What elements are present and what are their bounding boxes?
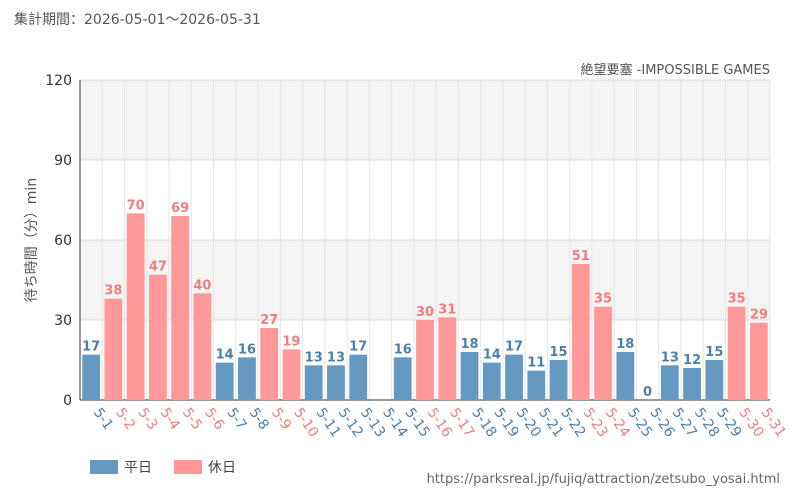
x-tick-label: 5-2 (112, 405, 138, 433)
y-tick-label: 60 (54, 233, 72, 249)
bar-value-label: 30 (416, 305, 434, 320)
x-tick-label: 5-31 (758, 405, 789, 440)
bar-value-label: 15 (550, 345, 568, 360)
source-url[interactable]: https://parksreal.jp/fujiq/attraction/ze… (426, 472, 780, 487)
grid-band (80, 80, 770, 160)
x-tick-label: 5-4 (157, 405, 183, 433)
bar-value-label: 16 (238, 342, 256, 357)
bar-5-16 (416, 320, 434, 400)
y-tick-label: 0 (63, 393, 72, 409)
bar-value-label: 40 (193, 278, 211, 293)
x-tick-label: 5-3 (134, 405, 160, 433)
bar-5-12 (327, 365, 345, 400)
y-tick-label: 120 (45, 73, 72, 89)
chart-title: 絶望要塞 -IMPOSSIBLE GAMES (581, 62, 770, 78)
bar-value-label: 17 (82, 340, 100, 355)
bar-5-11 (304, 365, 323, 400)
bar-5-4 (149, 274, 167, 400)
bar-value-label: 70 (127, 198, 145, 213)
bar-5-20 (505, 354, 523, 400)
bar-5-10 (282, 349, 301, 400)
bar-5-1 (82, 354, 101, 400)
bar-value-label: 0 (643, 385, 652, 400)
y-tick-label: 30 (54, 313, 72, 329)
bar-5-24 (594, 306, 612, 400)
bar-value-label: 14 (216, 348, 234, 363)
bar-5-18 (460, 352, 479, 400)
bar-5-5 (171, 216, 190, 400)
bar-5-31 (749, 322, 768, 400)
bar-value-label: 35 (728, 292, 746, 307)
bar-5-21 (527, 370, 546, 400)
x-tick-label: 5-7 (223, 405, 249, 433)
bar-5-30 (727, 306, 746, 400)
bar-value-label: 11 (527, 356, 545, 371)
legend-item-weekday[interactable]: 平日 (90, 457, 152, 477)
period-label: 集計期間：2026-05-01～2026-05-31 (14, 12, 261, 28)
bar-value-label: 12 (683, 353, 701, 368)
bar-value-label: 51 (572, 249, 590, 264)
bar-5-6 (193, 293, 212, 400)
y-tick-label: 90 (54, 153, 72, 169)
bar-5-3 (126, 213, 145, 400)
bar-5-28 (683, 368, 701, 400)
bar-value-label: 31 (438, 302, 456, 317)
bar-5-29 (705, 360, 724, 400)
bar-value-label: 19 (282, 334, 300, 349)
bar-5-2 (104, 298, 123, 400)
bar-value-label: 13 (305, 350, 323, 365)
bar-value-label: 47 (149, 260, 167, 275)
bar-value-label: 69 (171, 201, 189, 216)
bar-5-13 (349, 354, 368, 400)
bar-5-19 (482, 362, 501, 400)
bar-value-label: 17 (349, 340, 367, 355)
legend-label-weekday: 平日 (124, 460, 152, 476)
bar-value-label: 38 (104, 284, 122, 299)
y-axis-label: 待ち時間（分）min (24, 178, 40, 302)
bar-value-label: 18 (616, 337, 634, 352)
legend-swatch-weekday (90, 460, 118, 474)
bar-value-label: 13 (661, 350, 679, 365)
bar-5-23 (571, 264, 590, 400)
bar-value-label: 18 (460, 337, 478, 352)
bar-value-label: 17 (505, 340, 523, 355)
bar-5-15 (393, 357, 412, 400)
bar-value-label: 27 (260, 313, 278, 328)
x-tick-label: 5-5 (179, 405, 205, 433)
x-tick-label: 5-1 (90, 405, 116, 433)
bar-5-27 (660, 365, 679, 400)
chart-legend: 平日 休日 (90, 457, 236, 477)
bar-value-label: 13 (327, 350, 345, 365)
bar-value-label: 29 (750, 308, 768, 323)
legend-swatch-holiday (174, 460, 202, 474)
bar-value-label: 15 (705, 345, 723, 360)
bar-5-17 (438, 317, 457, 400)
bar-5-9 (260, 328, 279, 400)
bar-value-label: 16 (394, 342, 412, 357)
x-tick-label: 5-6 (201, 405, 227, 433)
bar-5-7 (215, 362, 234, 400)
bar-5-8 (238, 357, 256, 400)
legend-label-holiday: 休日 (208, 460, 236, 476)
x-tick-label: 5-8 (246, 405, 272, 433)
x-tick-label: 5-9 (268, 405, 294, 433)
bar-5-22 (549, 360, 568, 400)
legend-item-holiday[interactable]: 休日 (174, 457, 236, 477)
bar-value-label: 14 (483, 348, 501, 363)
bar-5-25 (616, 352, 635, 400)
bar-value-label: 35 (594, 292, 612, 307)
